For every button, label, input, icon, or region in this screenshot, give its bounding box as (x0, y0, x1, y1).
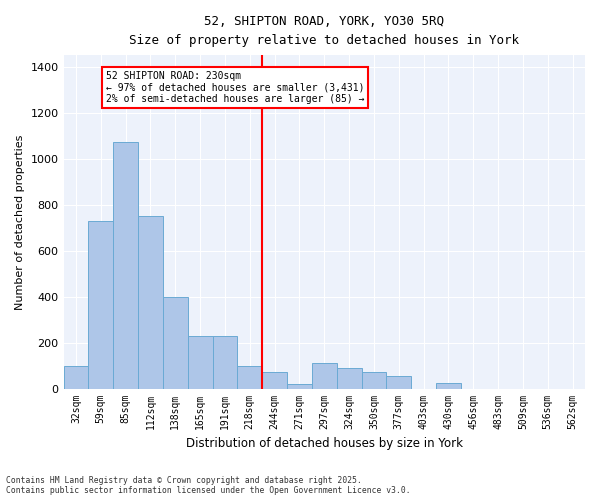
Bar (113, 142, 138, 388)
Bar (337, 368, 362, 388)
Bar (163, 296, 188, 388)
Text: Contains HM Land Registry data © Crown copyright and database right 2025.
Contai: Contains HM Land Registry data © Crown c… (6, 476, 410, 495)
Bar (212, 336, 238, 388)
Bar (312, 364, 337, 388)
Bar (88, 220, 113, 388)
Bar (262, 372, 287, 388)
Bar (238, 366, 262, 388)
Bar (287, 384, 312, 388)
Bar (64, 366, 88, 388)
Bar (188, 336, 212, 388)
Bar (362, 372, 386, 388)
Bar (138, 216, 163, 388)
Bar (436, 383, 461, 388)
Y-axis label: Number of detached properties: Number of detached properties (15, 134, 25, 310)
Bar (386, 376, 411, 388)
X-axis label: Distribution of detached houses by size in York: Distribution of detached houses by size … (186, 437, 463, 450)
Title: 52, SHIPTON ROAD, YORK, YO30 5RQ
Size of property relative to detached houses in: 52, SHIPTON ROAD, YORK, YO30 5RQ Size of… (129, 15, 519, 47)
Text: 52 SHIPTON ROAD: 230sqm
← 97% of detached houses are smaller (3,431)
2% of semi-: 52 SHIPTON ROAD: 230sqm ← 97% of detache… (106, 71, 364, 104)
